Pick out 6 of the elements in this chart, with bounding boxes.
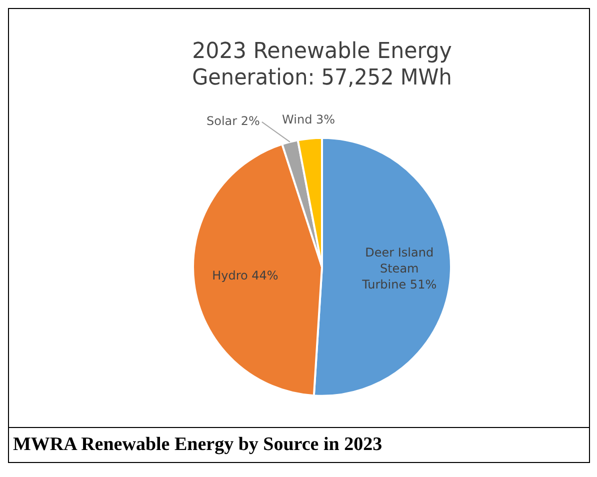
slice-label: Deer Island Steam Turbine 51% <box>361 245 437 292</box>
slice-label: Wind 3% <box>282 112 336 127</box>
slice-label: Hydro 44% <box>212 268 278 283</box>
chart-title: 2023 Renewable Energy Generation: 57,252 MWh <box>192 38 452 90</box>
text: MWRA Renewable Energy by Source in 2023 <box>9 427 589 462</box>
slice-label: Solar 2% <box>206 114 260 128</box>
